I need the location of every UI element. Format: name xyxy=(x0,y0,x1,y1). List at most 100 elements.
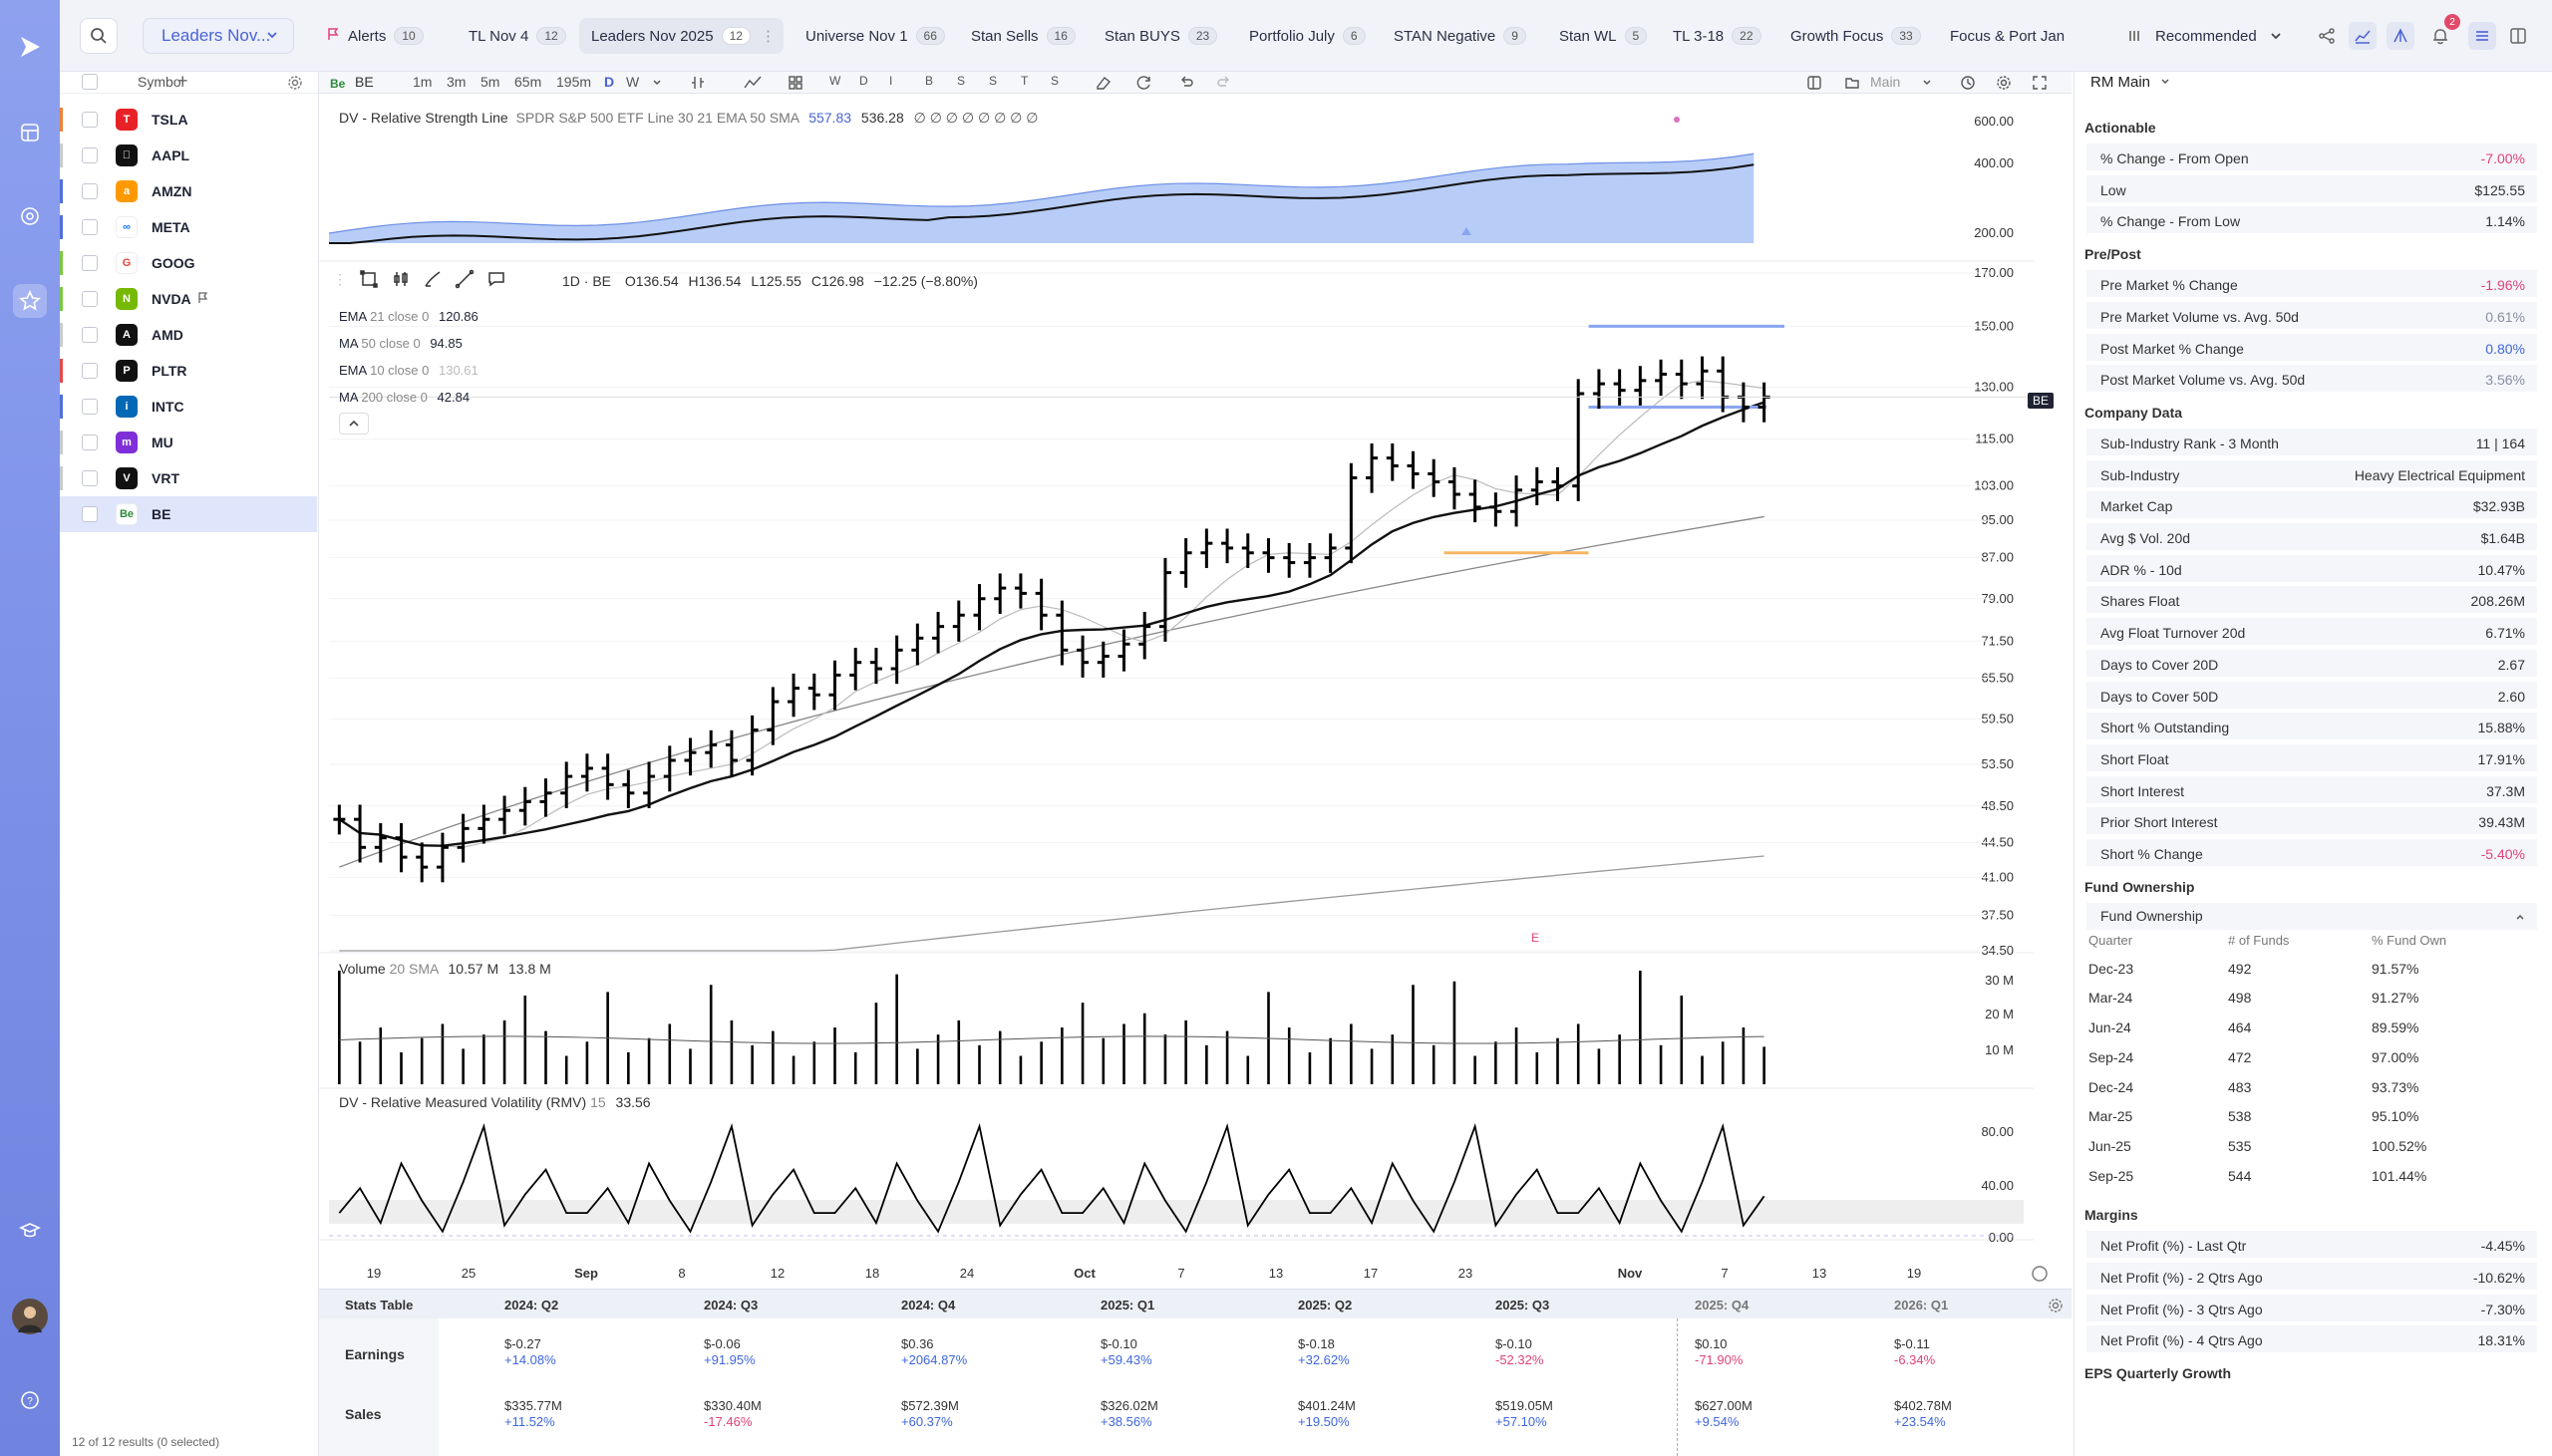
chevron-down-icon[interactable] xyxy=(1922,78,1932,88)
watchlist-row[interactable]: V VRT xyxy=(60,460,317,496)
redo-icon[interactable] xyxy=(1216,75,1232,91)
toggle-s2[interactable]: S xyxy=(989,74,998,88)
watchlist-row[interactable]: m MU xyxy=(60,425,317,460)
watchlist-star-icon[interactable] xyxy=(13,284,47,318)
timeframe-3m[interactable]: 3m xyxy=(447,74,467,90)
toggle-d[interactable]: D xyxy=(859,74,868,88)
add-symbol-icon[interactable]: + xyxy=(177,71,188,91)
timeframe-195m[interactable]: 195m xyxy=(556,74,592,90)
timeframe-5m[interactable]: 5m xyxy=(480,74,500,90)
tab-stan-negative[interactable]: STAN Negative 9 xyxy=(1382,18,1538,54)
share-icon[interactable] xyxy=(2313,22,2341,50)
scanner-icon[interactable] xyxy=(13,199,47,233)
ma-legend-ma50[interactable]: MA 50 close 0 94.85 xyxy=(339,330,478,357)
toggle-w[interactable]: W xyxy=(829,74,841,88)
chart-symbol[interactable]: BE xyxy=(355,74,374,90)
row-checkbox[interactable] xyxy=(82,112,98,128)
comment-tool-icon[interactable] xyxy=(486,269,506,289)
templates-icon[interactable] xyxy=(788,75,803,91)
timeframe-1m[interactable]: 1m xyxy=(413,74,433,90)
timeframe-d[interactable]: D xyxy=(604,74,615,90)
chart-view-icon[interactable] xyxy=(2349,22,2377,50)
chart-canvas[interactable]: 170.00150.00130.00115.00103.0095.0087.00… xyxy=(319,94,2072,1290)
fullscreen-icon[interactable] xyxy=(2032,75,2048,91)
collapse-legend-button[interactable] xyxy=(339,413,369,435)
tab-universe-nov-1[interactable]: Universe Nov 1 66 xyxy=(794,18,957,54)
row-checkbox[interactable] xyxy=(82,327,98,343)
ma-legend-ema10[interactable]: EMA 10 close 0 130.61 xyxy=(339,357,478,384)
ma-legend-ema21[interactable]: EMA 21 close 0 120.86 xyxy=(339,303,478,330)
bar-type-icon[interactable] xyxy=(690,75,706,91)
tab-leaders-nov-2025[interactable]: Leaders Nov 2025 12 ⋮ xyxy=(579,18,784,54)
stats-settings-icon[interactable] xyxy=(2048,1298,2064,1313)
ma-legend-ma200[interactable]: MA 200 close 0 42.84 xyxy=(339,384,478,411)
bar-pattern-tool-icon[interactable] xyxy=(391,269,411,289)
watchlist-row[interactable]: i INTC xyxy=(60,389,317,425)
layout-icon[interactable] xyxy=(1806,75,1822,91)
watchlist-row[interactable]: P PLTR xyxy=(60,353,317,389)
row-checkbox[interactable] xyxy=(82,435,98,450)
tab-more-icon[interactable]: ⋮ xyxy=(760,28,776,45)
settings-gear-icon[interactable] xyxy=(287,75,303,91)
list-layout-icon[interactable] xyxy=(2468,22,2496,50)
timeframe-65m[interactable]: 65m xyxy=(514,74,542,90)
watchlist-row[interactable]: T TSLA xyxy=(60,102,317,138)
watchlist-row[interactable]: ∞ META xyxy=(60,209,317,245)
app-logo-icon[interactable] xyxy=(13,30,47,64)
watchlist-row[interactable]: N NVDA xyxy=(60,281,317,317)
trendline-tool-icon[interactable] xyxy=(455,269,475,289)
toggle-s[interactable]: S xyxy=(957,74,966,88)
watchlist-row[interactable]: a AMZN xyxy=(60,173,317,209)
watchlist-row[interactable]: G GOOG xyxy=(60,245,317,281)
tab-portfolio-july[interactable]: Portfolio July 6 xyxy=(1237,18,1378,54)
undo-icon[interactable] xyxy=(1178,75,1194,91)
indicators-icon[interactable] xyxy=(744,75,762,91)
chevron-down-icon[interactable] xyxy=(652,78,662,88)
layout-name[interactable]: Main xyxy=(1870,74,1901,90)
watchlist-row[interactable]:  AAPL xyxy=(60,138,317,173)
user-avatar[interactable] xyxy=(12,1299,48,1334)
tab-stan-wl[interactable]: Stan WL 5 xyxy=(1547,18,1659,54)
grid-layout-icon[interactable] xyxy=(2504,22,2532,50)
rectangle-tool-icon[interactable] xyxy=(359,269,379,289)
row-checkbox[interactable] xyxy=(82,219,98,235)
tab-focus-port-jan[interactable]: Focus & Port Jan xyxy=(1938,18,2076,54)
tab-tl-3-18[interactable]: TL 3-18 22 xyxy=(1661,18,1773,54)
dashboard-icon[interactable] xyxy=(13,116,47,149)
row-checkbox[interactable] xyxy=(82,399,98,415)
rs-line-toggles[interactable]: ∅ ∅ ∅ ∅ ∅ ∅ ∅ ∅ xyxy=(913,110,1039,126)
brush-tool-icon[interactable] xyxy=(423,269,443,289)
chart-settings-icon[interactable] xyxy=(1996,75,2012,91)
sort-select[interactable]: Recommended xyxy=(2064,18,2291,54)
alert-clock-icon[interactable] xyxy=(1960,75,1976,91)
tab-alerts[interactable]: Alerts 10 xyxy=(314,18,436,54)
row-checkbox[interactable] xyxy=(82,183,98,199)
select-all-checkbox[interactable] xyxy=(82,74,98,90)
earnings-marker[interactable]: E xyxy=(1531,931,1540,945)
watchlist-row[interactable]: A AMD xyxy=(60,317,317,353)
row-checkbox[interactable] xyxy=(82,363,98,379)
toggle-s3[interactable]: S xyxy=(1051,74,1060,88)
flag-icon[interactable] xyxy=(197,292,209,304)
tab-stan-buys[interactable]: Stan BUYS 23 xyxy=(1093,18,1229,54)
row-checkbox[interactable] xyxy=(82,506,98,522)
refresh-icon[interactable] xyxy=(1136,75,1152,91)
toggle-b[interactable]: B xyxy=(925,74,934,88)
row-checkbox[interactable] xyxy=(82,255,98,271)
row-checkbox[interactable] xyxy=(82,291,98,307)
watchlist-row[interactable]: Be BE xyxy=(60,496,317,532)
drag-handle-icon[interactable]: ⋮ xyxy=(333,270,347,287)
tab-growth-focus[interactable]: Growth Focus 33 xyxy=(1778,18,1933,54)
notification-bell-icon[interactable] xyxy=(2426,22,2454,50)
toggle-i[interactable]: I xyxy=(889,74,893,88)
fund-ownership-toggle[interactable]: Fund Ownership xyxy=(2086,902,2537,932)
search-button[interactable] xyxy=(80,18,118,54)
toggle-t[interactable]: T xyxy=(1021,74,1029,88)
folder-icon[interactable] xyxy=(1844,75,1860,91)
tab-tl-nov-4[interactable]: TL Nov 4 12 xyxy=(457,18,578,54)
learn-icon[interactable] xyxy=(13,1214,47,1248)
chart-area[interactable]: 170.00 150.00 130.00 115.00 103.00 95.00 87.00… xyxy=(319,94,2072,1290)
row-checkbox[interactable] xyxy=(82,147,98,163)
timeframe-w[interactable]: W xyxy=(626,74,640,90)
watchlist-select[interactable]: Leaders Nov... xyxy=(143,18,294,54)
